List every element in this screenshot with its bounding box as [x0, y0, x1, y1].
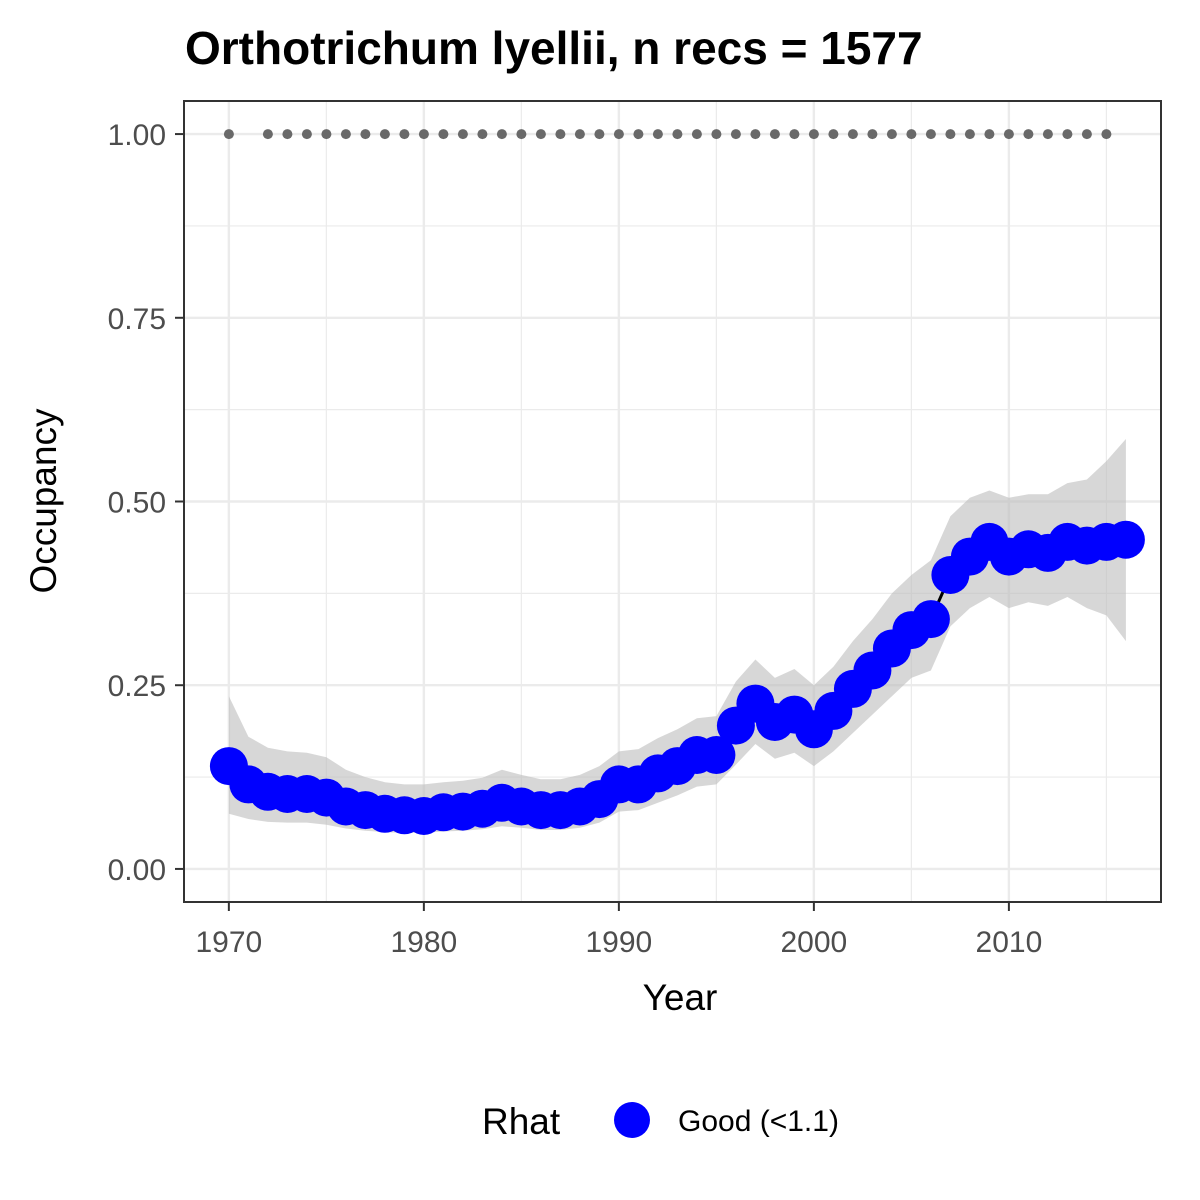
- reference-dot: [594, 129, 605, 140]
- reference-dot: [1023, 129, 1034, 140]
- reference-dot: [301, 129, 312, 140]
- y-tick-label: 0.75: [108, 303, 166, 336]
- x-tick-label: 1980: [390, 926, 457, 959]
- reference-dot: [1003, 129, 1014, 140]
- reference-dot: [399, 129, 410, 140]
- occupancy-point: [1106, 520, 1145, 559]
- reference-dot: [535, 129, 546, 140]
- reference-dot: [379, 129, 390, 140]
- reference-dots: [223, 129, 1112, 140]
- reference-dot: [808, 129, 819, 140]
- x-tick-label: 2010: [976, 926, 1043, 959]
- reference-dot: [789, 129, 800, 140]
- reference-dot: [516, 129, 527, 140]
- reference-dot: [574, 129, 585, 140]
- reference-dot: [1062, 129, 1073, 140]
- reference-dot: [964, 129, 975, 140]
- occupancy-points: [209, 520, 1145, 835]
- occupancy-point: [911, 600, 950, 639]
- reference-dot: [925, 129, 936, 140]
- x-tick-label: 2000: [781, 926, 848, 959]
- reference-dot: [555, 129, 566, 140]
- occupancy-point: [697, 736, 736, 774]
- x-tick-label: 1990: [585, 926, 652, 959]
- reference-dot: [360, 129, 371, 140]
- x-axis-title: Year: [643, 977, 718, 1018]
- legend-swatch-good: [614, 1102, 650, 1138]
- reference-dot: [847, 129, 858, 140]
- reference-dot: [711, 129, 722, 140]
- legend-label-good: Good (<1.1): [678, 1105, 839, 1138]
- reference-dot: [984, 129, 995, 140]
- reference-dot: [613, 129, 624, 140]
- reference-dot: [828, 129, 839, 140]
- reference-dot: [340, 129, 351, 140]
- y-axis: 0.00 0.25 0.50 0.75 1.00: [108, 119, 184, 887]
- reference-dot: [633, 129, 644, 140]
- reference-dot: [769, 129, 780, 140]
- reference-dot: [867, 129, 878, 140]
- reference-dot: [945, 129, 956, 140]
- reference-dot: [282, 129, 293, 140]
- chart-title: Orthotrichum lyellii, n recs = 1577: [185, 22, 923, 74]
- reference-dot: [652, 129, 663, 140]
- reference-dot: [418, 129, 429, 140]
- reference-dot: [691, 129, 702, 140]
- reference-dot: [886, 129, 897, 140]
- reference-dot: [1101, 129, 1112, 140]
- reference-dot: [477, 129, 488, 140]
- reference-dot: [672, 129, 683, 140]
- legend: Rhat Good (<1.1): [482, 1101, 839, 1142]
- reference-dot: [1042, 129, 1053, 140]
- reference-dot: [223, 129, 234, 140]
- reference-dot: [438, 129, 449, 140]
- reference-dot: [496, 129, 507, 140]
- reference-dot: [906, 129, 917, 140]
- legend-title: Rhat: [482, 1101, 561, 1142]
- y-tick-label: 0.00: [108, 854, 166, 887]
- y-tick-label: 0.50: [108, 487, 166, 520]
- reference-dot: [750, 129, 761, 140]
- reference-dot: [1081, 129, 1092, 140]
- x-axis: 1970 1980 1990 2000 2010: [195, 902, 1042, 959]
- x-tick-label: 1970: [195, 926, 262, 959]
- reference-dot: [730, 129, 741, 140]
- reference-dot: [262, 129, 273, 140]
- y-tick-label: 1.00: [108, 119, 166, 152]
- y-tick-label: 0.25: [108, 670, 166, 703]
- reference-dot: [321, 129, 332, 140]
- y-axis-title: Occupancy: [23, 408, 64, 594]
- reference-dot: [457, 129, 468, 140]
